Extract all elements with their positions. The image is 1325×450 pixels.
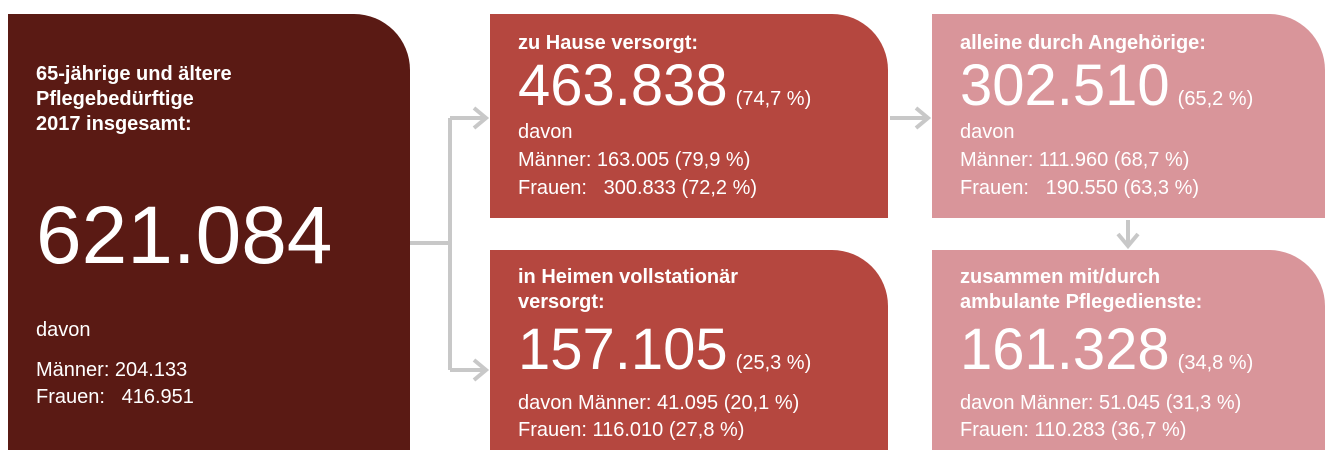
title-line: Pflegebedürftige — [36, 88, 194, 110]
number: 463.838 — [518, 53, 728, 118]
total-box: 65-jährige und ältere Pflegebedürftige 201… — [8, 14, 410, 450]
line: Frauen: 110.283 (36,7 %) — [960, 419, 1187, 441]
home-box: zu Hause versorgt: 463.838 (74,7 %) davon… — [490, 14, 888, 218]
title-line: 2017 insgesamt: — [36, 113, 192, 135]
line: Frauen: 116.010 (27,8 %) — [518, 419, 745, 441]
label: davon — [36, 319, 91, 341]
ambulant-box: zusammen mit/durch ambulante Pflegedienst… — [932, 250, 1325, 450]
title: 65-jährige und ältere Pflegebedürftige 201… — [36, 62, 232, 137]
title: alleine durch Angehörige: — [960, 31, 1206, 56]
title-line: zu Hause versorgt: — [518, 32, 699, 54]
relatives-box: alleine durch Angehörige: 302.510 (65,2 %… — [932, 14, 1325, 218]
connector — [410, 116, 484, 372]
inpatient-box: in Heimen vollstationär versorgt: 157.105… — [490, 250, 888, 450]
line: Frauen: 190.550 (63,3 %) — [960, 177, 1200, 199]
line: davon — [518, 121, 573, 143]
number: 157.105 — [518, 317, 728, 382]
title: zusammen mit/durch ambulante Pflegedienst… — [960, 265, 1202, 315]
line: Frauen: 300.833 (72,2 %) — [518, 177, 758, 199]
line: Männer: 204.133 — [36, 359, 188, 381]
line: Frauen: 416.951 — [36, 386, 194, 408]
total-number: 621.084 — [36, 190, 333, 281]
title-line: 65-jährige und ältere — [36, 63, 232, 85]
number: 302.510 — [960, 53, 1170, 118]
arrow — [1116, 220, 1140, 250]
title-line: alleine durch Angehörige: — [960, 32, 1206, 54]
title: in Heimen vollstationär versorgt: — [518, 265, 738, 315]
title-line: zusammen mit/durch — [960, 266, 1161, 288]
percent: (25,3 %) — [735, 352, 812, 374]
line: davon — [960, 121, 1015, 143]
percent: (74,7 %) — [735, 88, 812, 110]
line: davon Männer: 51.045 (31,3 %) — [960, 392, 1242, 414]
line: Männer: 111.960 (68,7 %) — [960, 149, 1190, 171]
title: zu Hause versorgt: — [518, 31, 698, 56]
number: 161.328 — [960, 317, 1170, 382]
title-line: in Heimen vollstationär — [518, 266, 739, 288]
percent: (34,8 %) — [1177, 352, 1254, 374]
line: davon Männer: 41.095 (20,1 %) — [518, 392, 800, 414]
arrow — [890, 106, 932, 130]
percent: (65,2 %) — [1177, 88, 1254, 110]
arrow-head — [472, 106, 490, 382]
title-line: versorgt: — [518, 291, 605, 313]
title-line: ambulante Pflegedienste: — [960, 291, 1203, 313]
line: Männer: 163.005 (79,9 %) — [518, 149, 751, 171]
